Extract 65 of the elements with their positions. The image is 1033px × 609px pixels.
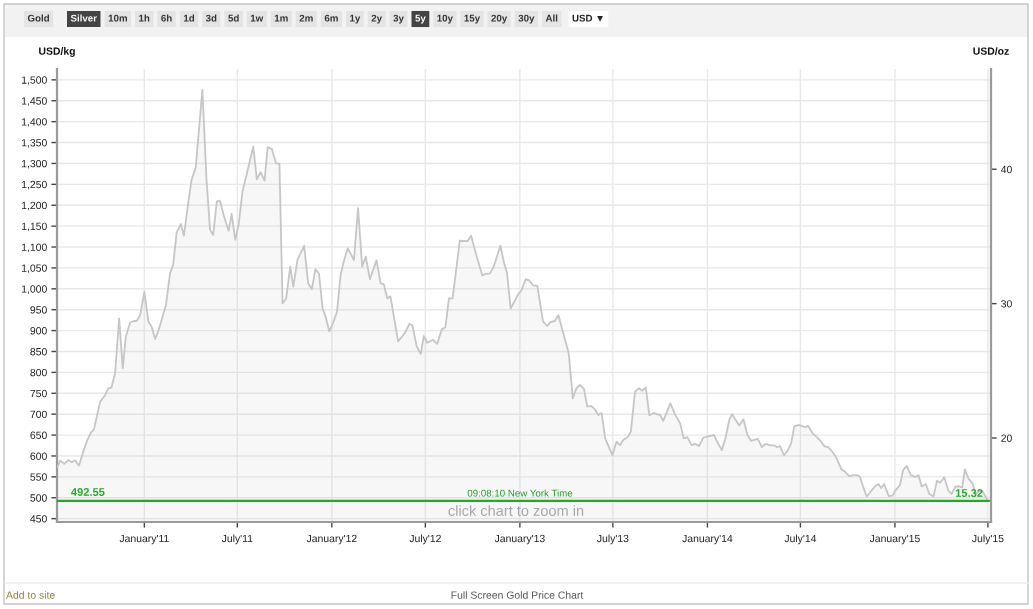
annotation: click chart to zoom in: [448, 505, 584, 516]
y-tick-label: 1,250: [22, 180, 47, 190]
y2-tick-label: 30: [1001, 300, 1012, 308]
annotation: 15.32: [955, 489, 983, 497]
x-tick-label: July'12: [409, 534, 441, 545]
y-tick-label: 1,150: [22, 222, 47, 232]
y-tick-label: 750: [30, 389, 47, 398]
y-axis-title: USD/kg: [39, 47, 75, 57]
text: 1h: [139, 14, 150, 22]
text: 6h: [161, 14, 172, 22]
y2-tick-label: 20: [1001, 434, 1012, 442]
y-tick-label: 1,350: [22, 139, 47, 148]
x-tick-label: January'12: [306, 534, 357, 545]
y-tick-label: 650: [30, 431, 47, 439]
y-tick-label: 1,300: [22, 159, 47, 169]
text: 5y: [415, 14, 426, 24]
text: 30y: [518, 14, 535, 24]
y-tick-label: 1,500: [22, 76, 47, 85]
text: 10m: [108, 14, 127, 22]
text: 20y: [491, 14, 508, 24]
y-tick-label: 500: [30, 494, 47, 502]
x-tick-label: July'15: [972, 534, 1004, 545]
text: USD ▼: [572, 14, 603, 22]
y2-tick-label: 40: [1000, 165, 1012, 174]
y-tick-label: 1,400: [22, 118, 47, 127]
text: 3d: [205, 14, 217, 22]
text: Full Screen Gold Price Chart: [451, 591, 584, 599]
x-tick-label: January'15: [869, 534, 920, 545]
x-tick-label: July'13: [596, 534, 629, 545]
y-tick-label: 1,450: [22, 97, 47, 106]
x-tick-label: January'11: [119, 534, 169, 545]
annotation: 09:08:10 New York Time: [467, 489, 573, 497]
ref-line-label: 492.55: [71, 488, 105, 496]
x-tick-label: July'11: [221, 534, 253, 545]
text: 1m: [274, 14, 288, 22]
y-tick-label: 800: [30, 368, 47, 377]
y2-axis-title: USD/oz: [973, 47, 1009, 55]
text: 6m: [324, 14, 338, 22]
text: 1d: [183, 14, 195, 22]
text: 15y: [464, 14, 481, 24]
y-tick-label: 600: [30, 452, 47, 460]
text: Gold: [27, 14, 49, 22]
y-tick-label: 550: [30, 473, 47, 481]
text: 2m: [299, 14, 313, 22]
text: 5d: [228, 14, 239, 22]
text: 1y: [350, 14, 361, 24]
text: 1w: [250, 14, 264, 22]
x-tick-label: January'13: [494, 534, 545, 545]
x-tick-label: July'14: [784, 534, 817, 545]
y-tick-label: 450: [30, 515, 47, 523]
y-tick-label: 1,200: [22, 201, 47, 211]
y-tick-label: 1,100: [22, 243, 47, 253]
y-tick-label: 1,050: [22, 264, 47, 274]
y-tick-label: 850: [30, 348, 47, 356]
y-tick-label: 1,000: [22, 285, 47, 294]
text: 2y: [371, 14, 383, 24]
text: 10y: [437, 14, 453, 24]
text: Silver: [70, 14, 97, 22]
y-tick-label: 700: [30, 410, 47, 419]
text: All: [545, 14, 558, 22]
y-tick-label: 900: [30, 327, 47, 335]
x-tick-label: January'14: [682, 534, 733, 545]
text: 3y: [393, 14, 404, 24]
text: Add to site: [6, 591, 55, 599]
y-tick-label: 950: [30, 306, 47, 314]
